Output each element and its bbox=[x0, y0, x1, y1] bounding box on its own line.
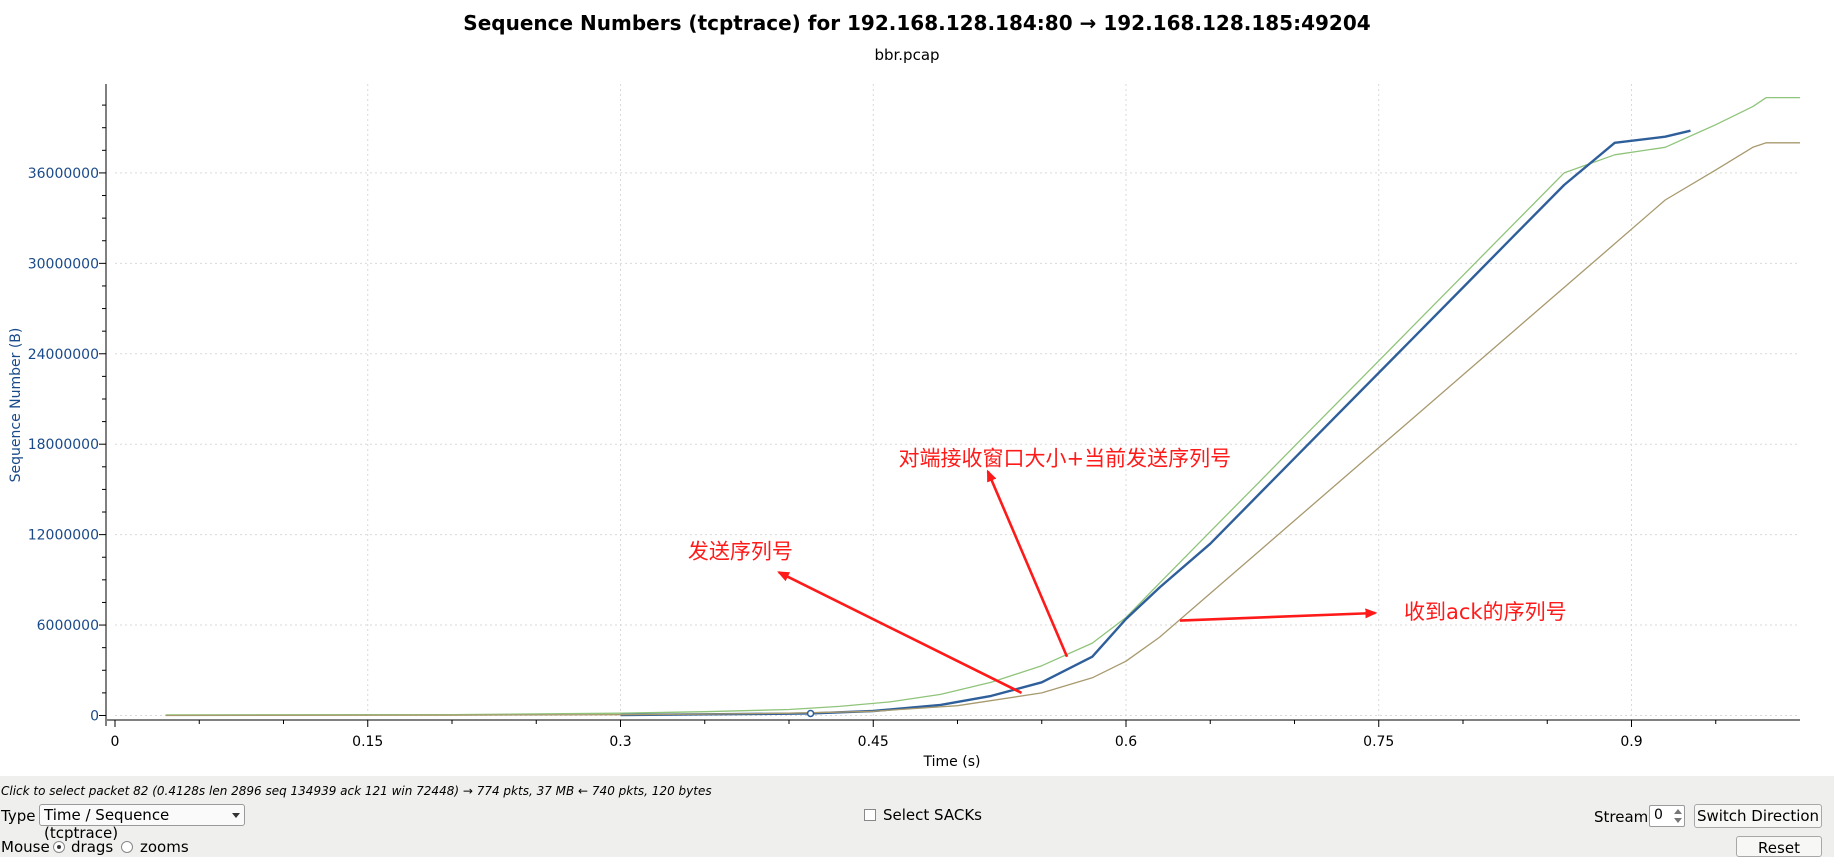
y-tick-label: 12000000 bbox=[28, 528, 99, 544]
stream-spinbox[interactable]: 0 bbox=[1649, 805, 1685, 827]
grid bbox=[115, 84, 1800, 720]
x-tick-label: 0 bbox=[111, 734, 120, 750]
series-line-1 bbox=[620, 129, 1691, 717]
x-tick-label: 0.75 bbox=[1363, 734, 1394, 750]
mouse-zooms-radio[interactable] bbox=[121, 841, 133, 853]
x-tick-label: 0.15 bbox=[352, 734, 383, 750]
y-tick-label: 6000000 bbox=[37, 618, 99, 634]
chevron-down-icon bbox=[232, 813, 240, 818]
select-sacks-label: Select SACKs bbox=[883, 806, 982, 824]
mouse-zooms-label: zooms bbox=[140, 838, 189, 856]
switch-direction-button[interactable]: Switch Direction bbox=[1694, 804, 1822, 828]
select-sacks-checkbox[interactable] bbox=[864, 809, 876, 821]
y-axis-title: Sequence Number (B) bbox=[8, 328, 24, 483]
annotation-text-0: 对端接收窗口大小+当前发送序列号 bbox=[899, 446, 1232, 470]
series-line-2 bbox=[165, 142, 1800, 717]
axes: 0 0.15 0.3 0.45 0.6 0.75 0.9 0 6000000 12000000 18… bbox=[28, 84, 1800, 750]
y-tick-label: 0 bbox=[90, 708, 99, 724]
y-tick-label: 24000000 bbox=[28, 347, 99, 363]
spin-down-icon[interactable] bbox=[1674, 818, 1682, 823]
mouse-drags-radio[interactable] bbox=[53, 841, 65, 853]
reset-button[interactable]: Reset bbox=[1736, 836, 1822, 857]
status-text: Click to select packet 82 (0.4128s len 2… bbox=[1, 784, 712, 798]
spin-up-icon[interactable] bbox=[1674, 809, 1682, 814]
graph-type-value: Time / Sequence (tcptrace) bbox=[44, 806, 170, 842]
radio-selected-dot bbox=[57, 845, 61, 849]
annotation-text-2: 收到ack的序列号 bbox=[1404, 600, 1567, 624]
x-tick-label: 0.45 bbox=[858, 734, 889, 750]
series-layer bbox=[165, 96, 1800, 718]
annotation-arrow-0 bbox=[986, 469, 1069, 658]
x-tick-label: 0.3 bbox=[609, 734, 631, 750]
graph-type-select[interactable]: Time / Sequence (tcptrace) bbox=[39, 804, 245, 842]
series-line-0 bbox=[165, 96, 1800, 716]
chart-title: Sequence Numbers (tcptrace) for 192.168.… bbox=[463, 11, 1370, 35]
annotation-arrow-1 bbox=[777, 571, 1023, 695]
y-tick-label: 18000000 bbox=[28, 437, 99, 453]
stream-value: 0 bbox=[1654, 807, 1663, 823]
y-tick-label: 36000000 bbox=[28, 166, 99, 182]
selected-packet-marker[interactable] bbox=[806, 709, 815, 718]
x-tick-label: 0.9 bbox=[1620, 734, 1642, 750]
x-axis-title: Time (s) bbox=[923, 754, 981, 770]
annotation-arrow-2 bbox=[1179, 608, 1378, 622]
sequence-chart[interactable]: Sequence Numbers (tcptrace) for 192.168.… bbox=[0, 0, 1834, 776]
x-tick-label: 0.6 bbox=[1115, 734, 1137, 750]
y-tick-label: 30000000 bbox=[28, 256, 99, 272]
chart-subtitle: bbr.pcap bbox=[874, 46, 939, 64]
type-label: Type bbox=[1, 807, 36, 825]
stream-label: Stream bbox=[1594, 808, 1649, 826]
annotation-text-1: 发送序列号 bbox=[688, 540, 793, 564]
mouse-label: Mouse bbox=[1, 838, 50, 856]
mouse-drags-label: drags bbox=[71, 838, 114, 856]
control-panel: Click to select packet 82 (0.4128s len 2… bbox=[0, 776, 1834, 857]
